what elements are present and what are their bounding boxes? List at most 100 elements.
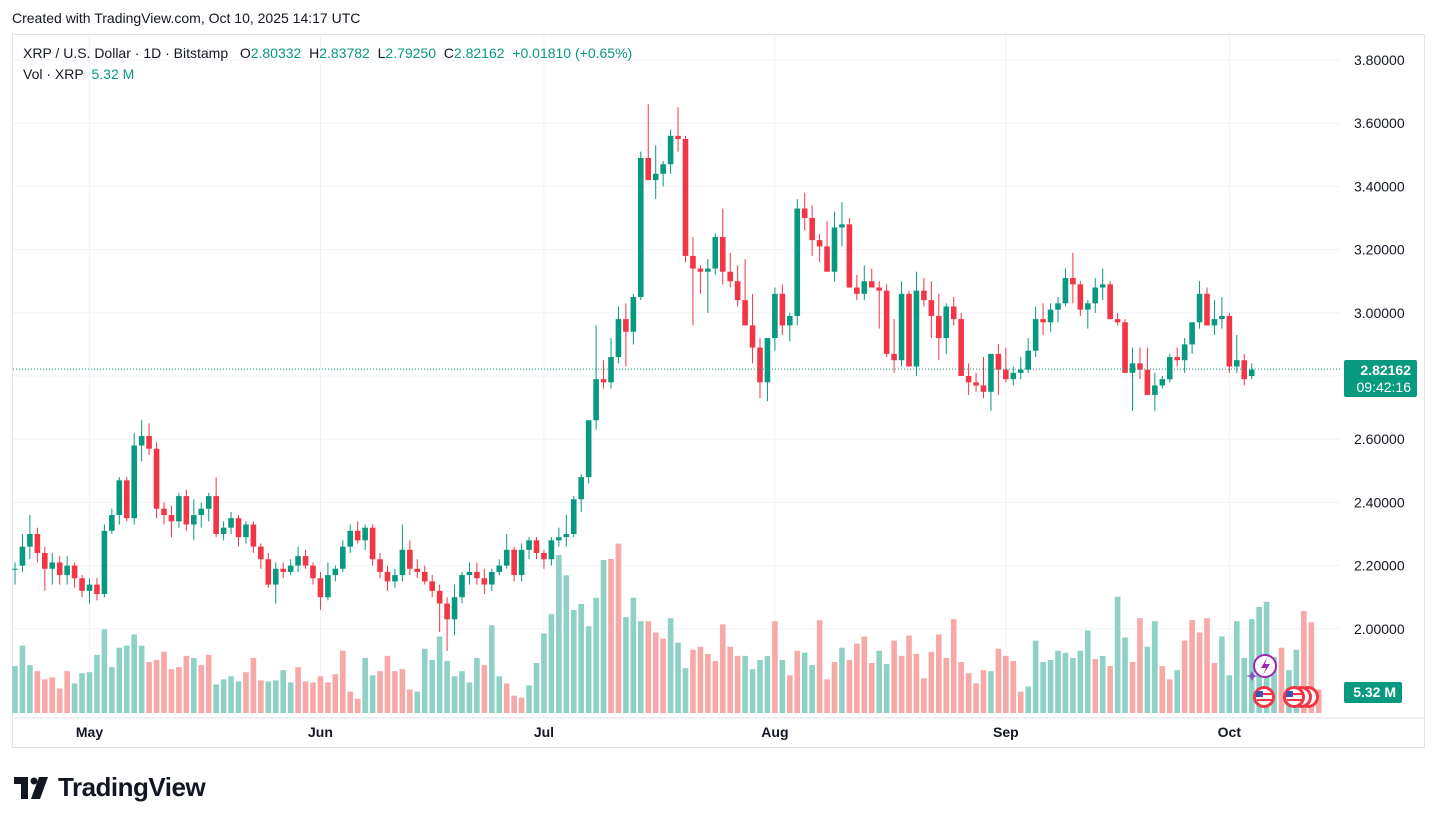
candle-body: [727, 271, 733, 282]
candle-body: [1196, 293, 1203, 323]
candle: [1003, 347, 1009, 383]
candle-body: [965, 376, 972, 383]
candle: [272, 562, 279, 604]
candle: [243, 521, 249, 544]
candle: [146, 423, 152, 455]
volume-bar: [1114, 596, 1121, 713]
volume-bar: [1271, 656, 1277, 713]
volume-bar: [369, 675, 376, 713]
candle-body: [272, 568, 279, 585]
ohlc-legend[interactable]: XRP / U.S. Dollar · 1D · Bitstamp O2.803…: [23, 45, 632, 61]
candle-body: [861, 281, 868, 294]
candle: [94, 578, 100, 601]
candle-body: [876, 287, 882, 291]
candle: [1070, 252, 1076, 304]
volume-bar: [548, 614, 555, 713]
candle-body: [19, 546, 26, 566]
us-flag-icon[interactable]: [1283, 686, 1319, 708]
candle-body: [429, 581, 435, 591]
volume-bar: [280, 670, 286, 713]
candle-body: [608, 357, 614, 383]
volume-bar: [615, 543, 622, 713]
candle-body: [928, 300, 935, 316]
candle: [1248, 363, 1255, 380]
candle: [511, 546, 517, 582]
volume-bar: [518, 697, 525, 713]
volume-bar: [1040, 662, 1046, 713]
candle: [34, 527, 41, 563]
candles: [12, 104, 1255, 651]
volume-legend[interactable]: Vol · XRP 5.32 M: [23, 66, 134, 82]
candle: [280, 562, 286, 579]
volume-bar: [250, 657, 257, 713]
candle: [608, 338, 614, 389]
candle-body: [719, 236, 726, 272]
volume-bar: [831, 662, 838, 713]
volume-bar: [1055, 650, 1061, 713]
candle: [824, 221, 830, 272]
candle: [444, 597, 450, 651]
candle-body: [615, 319, 622, 358]
candle: [325, 562, 331, 601]
price-axis[interactable]: 3.800003.600003.400003.200003.000002.800…: [1354, 52, 1405, 637]
candle: [1226, 312, 1233, 373]
candle-body: [444, 603, 450, 620]
tradingview-logo-icon: [14, 776, 48, 799]
candle-body: [168, 515, 175, 522]
y-tick-label: 3.00000: [1354, 305, 1405, 321]
volume-bar: [809, 665, 815, 713]
candle: [1219, 297, 1225, 329]
candle: [563, 515, 570, 547]
candle-body: [317, 578, 324, 598]
candle: [1114, 312, 1121, 326]
candle-body: [1137, 363, 1143, 370]
event-markers[interactable]: [1246, 654, 1319, 708]
symbol-title[interactable]: XRP / U.S. Dollar · 1D · Bitstamp: [23, 45, 229, 61]
candle-body: [302, 556, 309, 566]
candle-body: [690, 255, 696, 269]
candle: [1189, 322, 1195, 354]
candle: [600, 360, 607, 389]
y-tick-label: 2.00000: [1354, 621, 1405, 637]
created-caption: Created with TradingView.com, Oct 10, 20…: [12, 10, 361, 26]
candle-body: [153, 448, 160, 509]
volume-bar: [49, 677, 56, 713]
volume-bar: [1196, 632, 1203, 713]
time-axis[interactable]: May Jun Jul Aug Sep Oct: [76, 724, 1241, 740]
candle-body: [161, 508, 167, 516]
candle-body: [757, 347, 763, 383]
candle-body: [1129, 363, 1136, 373]
volume-bar: [235, 681, 242, 713]
volume-bar: [444, 660, 450, 713]
y-tick-label: 2.60000: [1354, 431, 1405, 447]
volume-bar: [623, 617, 629, 713]
us-flag-icon[interactable]: [1253, 686, 1275, 708]
candle-body: [1070, 278, 1076, 285]
volume-bar: [27, 665, 33, 713]
candle-body: [973, 382, 979, 386]
candle: [86, 578, 93, 604]
volume-bar: [652, 632, 659, 713]
volume-bar: [727, 646, 733, 713]
candle: [1122, 319, 1128, 373]
candle: [138, 420, 145, 462]
candle: [168, 505, 175, 538]
volume-bar: [779, 659, 786, 713]
volume-bar: [116, 647, 123, 713]
candle-body: [1166, 357, 1173, 380]
candle-body: [354, 530, 361, 541]
candle-body: [1144, 369, 1151, 395]
candle: [421, 565, 428, 585]
y-tick-label: 2.40000: [1354, 494, 1405, 510]
candle: [1017, 357, 1024, 380]
volume-bar: [593, 597, 599, 713]
candle-body: [496, 565, 503, 572]
volume-bar: [511, 695, 517, 713]
lightning-event-icon[interactable]: [1246, 654, 1277, 681]
volume-bar: [1010, 660, 1017, 713]
candle: [1204, 287, 1210, 326]
y-tick-label: 3.80000: [1354, 52, 1405, 68]
candle-body: [541, 552, 547, 560]
x-tick-label: Oct: [1218, 724, 1242, 740]
